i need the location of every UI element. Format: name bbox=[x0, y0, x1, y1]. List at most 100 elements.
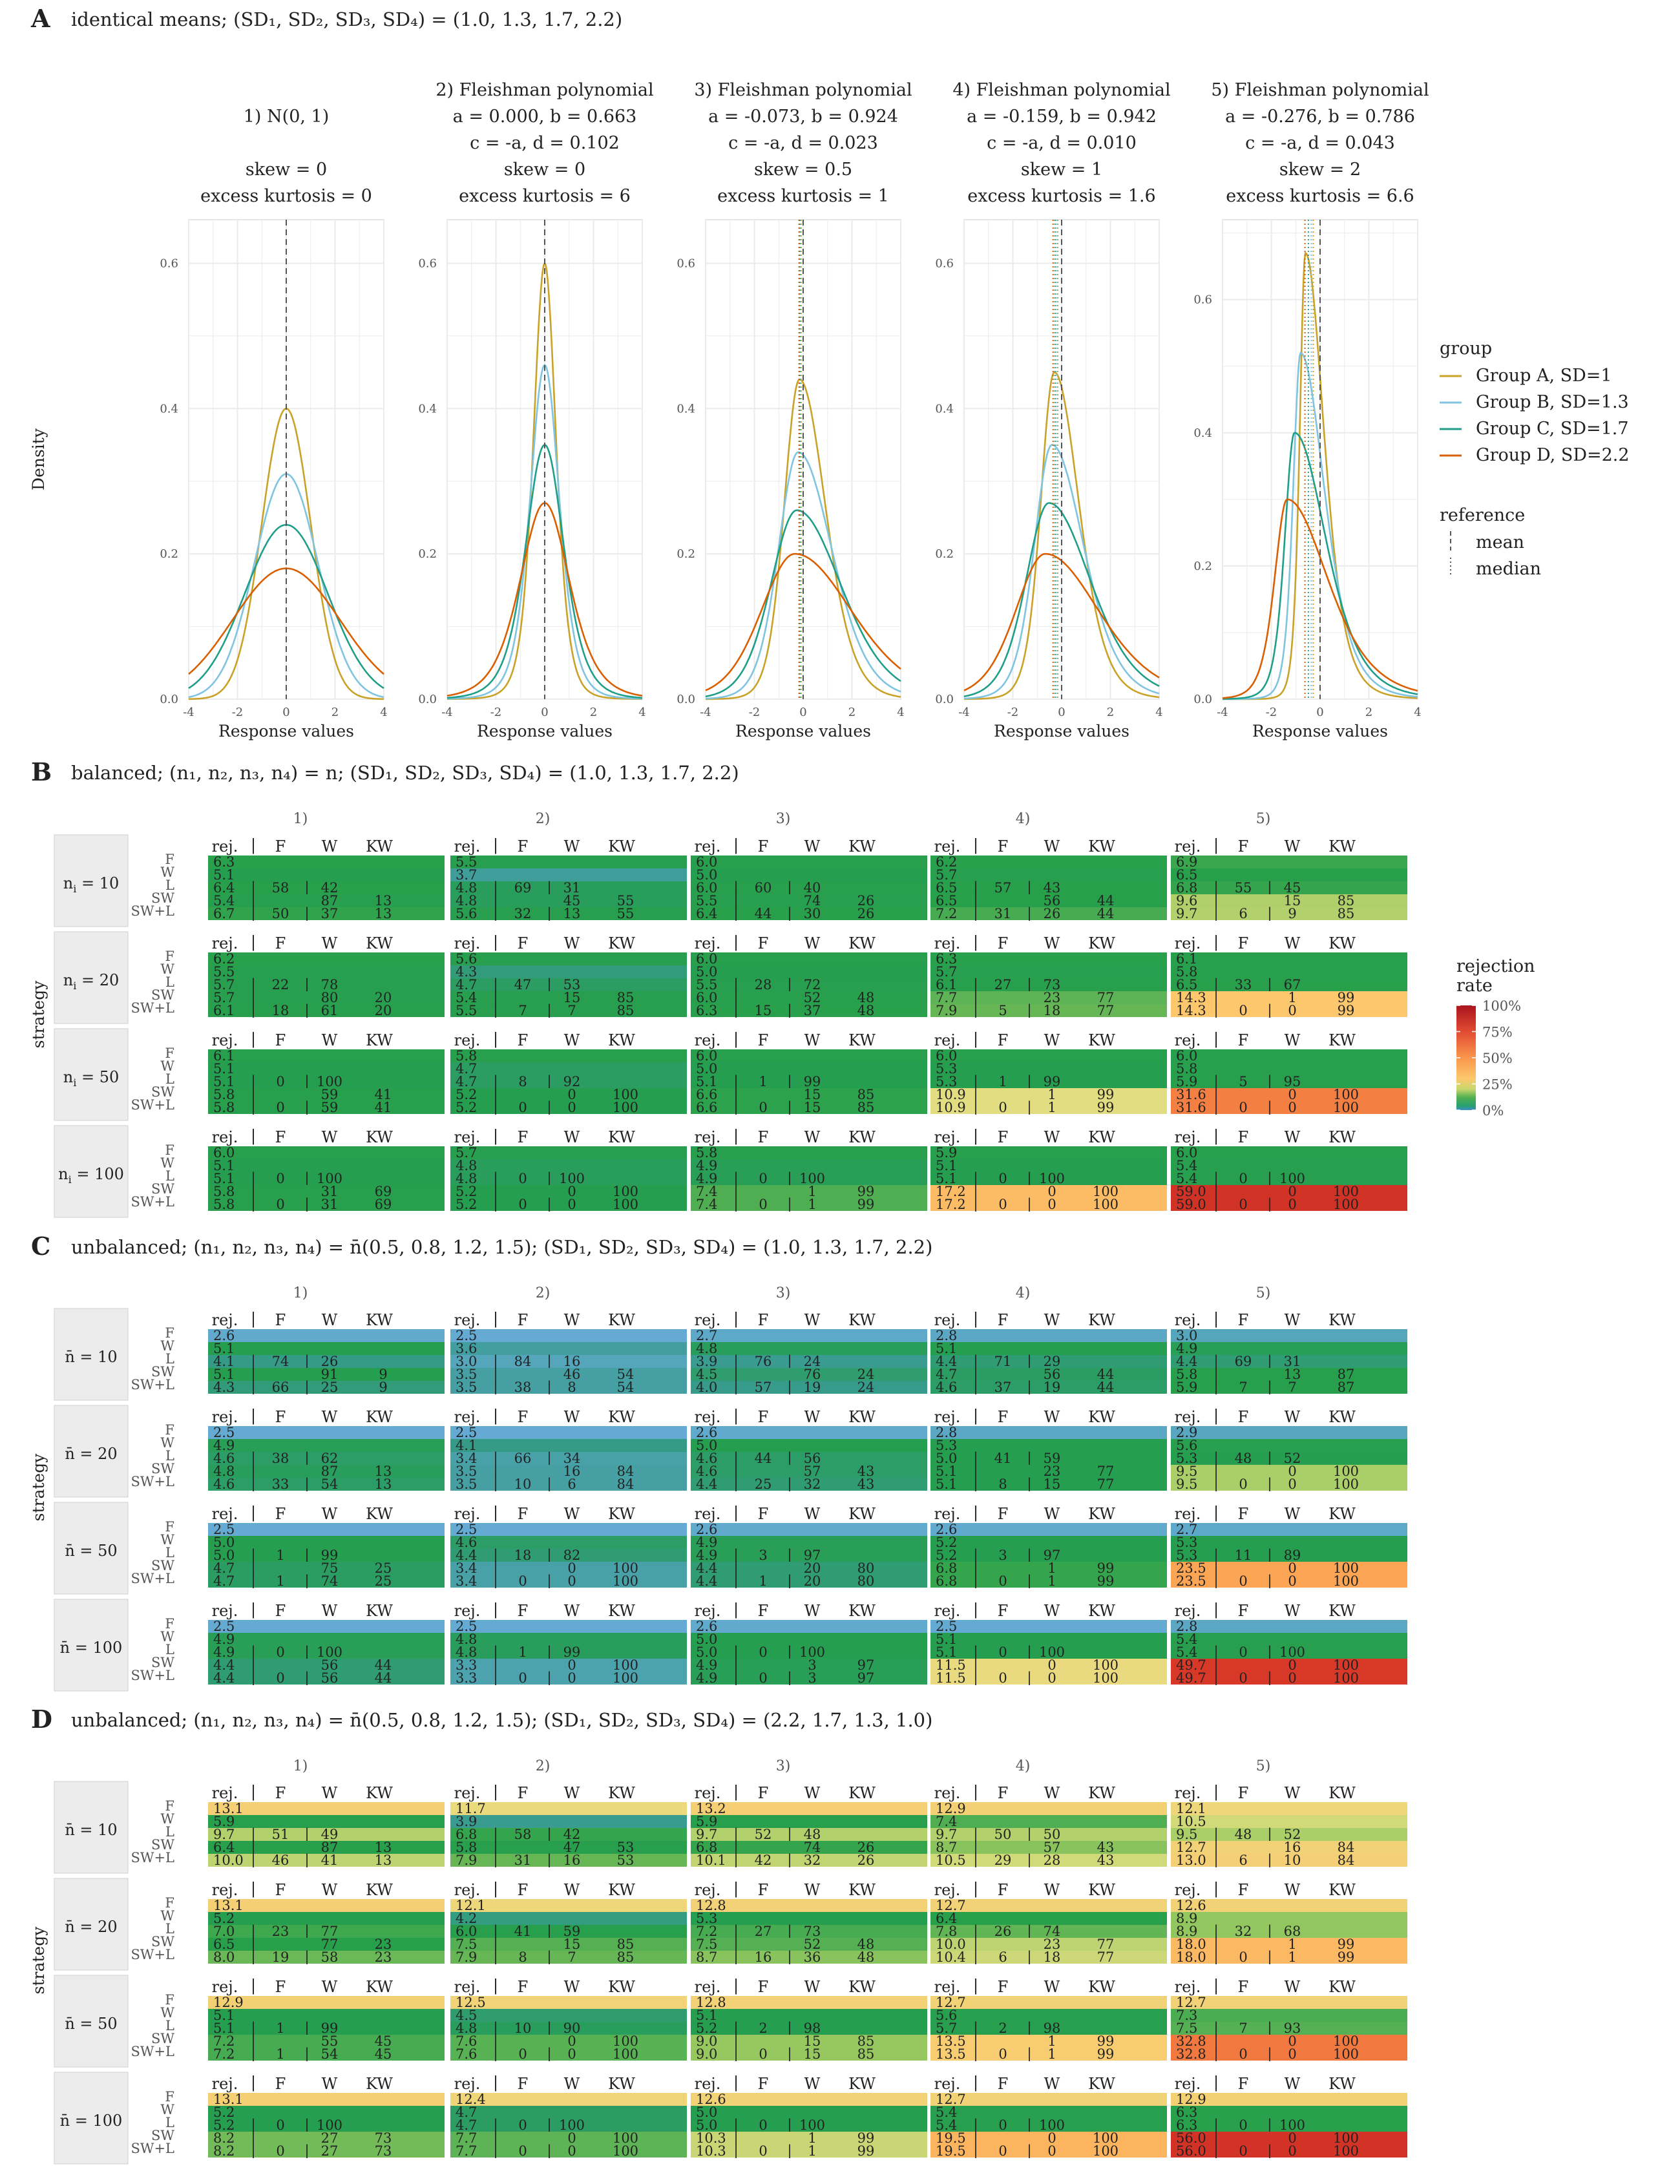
rejection-rate-cell bbox=[1171, 1062, 1407, 1075]
table-facet-3: rej. F W KW|2.74.83.9 | |76 244.5 | 76 244.0 | |57 1… bbox=[691, 1310, 927, 1395]
rejection-rate-value: 5.1 bbox=[936, 1632, 957, 1647]
cell-separator: | bbox=[1027, 1002, 1031, 1018]
rejection-rate-cell bbox=[930, 1198, 1167, 1211]
cell-separator: | bbox=[1213, 1170, 1218, 1186]
selection-percentage: 77 bbox=[1097, 1003, 1115, 1018]
rejection-rate-cell bbox=[1171, 1004, 1407, 1017]
selection-percentage: 69 bbox=[514, 880, 532, 896]
rejection-rate-value: 7.9 bbox=[456, 1853, 477, 1868]
rejection-rate-cell bbox=[450, 1452, 687, 1465]
rejection-rate-cell bbox=[450, 1912, 687, 1925]
selection-percentage: 59 bbox=[563, 1924, 581, 1939]
selection-percentage: 0 bbox=[759, 1644, 767, 1660]
strategy-row-label: SW bbox=[151, 890, 174, 906]
rejection-rate-cell bbox=[208, 868, 445, 881]
cell-separator: | bbox=[493, 1463, 498, 1479]
x-tick-label: 4 bbox=[897, 706, 904, 719]
rejection-rate-cell bbox=[1171, 991, 1407, 1004]
rejection-rate-value: 4.3 bbox=[213, 1380, 235, 1395]
cell-separator: | bbox=[1027, 879, 1031, 896]
rejection-rate-value: 8.7 bbox=[936, 1840, 957, 1855]
column-header: KW bbox=[1328, 1978, 1356, 1996]
selection-percentage: 0 bbox=[276, 2117, 284, 2133]
strategy-row-label: W bbox=[160, 1532, 174, 1548]
column-header: KW bbox=[1088, 1505, 1115, 1523]
selection-percentage: 58 bbox=[321, 1949, 339, 1965]
column-header: F bbox=[998, 1128, 1009, 1146]
strategy-row-label: SW bbox=[151, 1837, 174, 1853]
rejection-rate-cell bbox=[930, 1620, 1167, 1633]
rejection-rate-value: 4.6 bbox=[696, 1451, 717, 1466]
cell-separator: | bbox=[493, 1839, 498, 1855]
cell-separator: | bbox=[733, 1936, 738, 1952]
rejection-rate-cell bbox=[208, 1478, 445, 1491]
rejection-rate-value: 19.5 bbox=[936, 2143, 966, 2159]
header-separator: | bbox=[733, 1310, 739, 1328]
selection-percentage: 52 bbox=[1284, 1827, 1301, 1842]
selection-percentage: 30 bbox=[804, 906, 821, 921]
selection-percentage: 45 bbox=[375, 2046, 392, 2062]
column-header: F bbox=[275, 1505, 286, 1523]
cell-separator: | bbox=[787, 1379, 792, 1395]
rejection-rate-cell bbox=[1171, 1101, 1407, 1114]
rejection-rate-value: 12.1 bbox=[1176, 1801, 1206, 1816]
sample-size-strip bbox=[54, 834, 129, 927]
legend-group-title: group bbox=[1440, 339, 1492, 359]
rejection-rate-value: 5.8 bbox=[213, 1087, 235, 1102]
x-tick-label: 4 bbox=[638, 706, 646, 719]
cell-separator: | bbox=[787, 2117, 792, 2133]
cell-separator: | bbox=[251, 1196, 255, 1212]
rejection-rate-cell bbox=[1171, 894, 1407, 907]
rejection-rate-value: 4.5 bbox=[696, 1367, 717, 1382]
selection-percentage: 20 bbox=[375, 990, 392, 1005]
cell-separator: | bbox=[1213, 1450, 1218, 1466]
rejection-rate-cell bbox=[208, 1899, 445, 1912]
rejection-rate-cell bbox=[691, 881, 927, 894]
panel-b-letter: B bbox=[31, 757, 52, 786]
table-facet-label: 5) bbox=[1256, 1285, 1271, 1301]
selection-percentage: 59 bbox=[321, 1100, 339, 1115]
selection-percentage: 97 bbox=[857, 1657, 875, 1673]
selection-percentage: 0 bbox=[1288, 1464, 1296, 1479]
rejection-rate-value: 13.5 bbox=[936, 2046, 966, 2062]
rejection-rate-cell bbox=[691, 907, 927, 920]
strategy-row-label: SW bbox=[151, 1655, 174, 1670]
strategy-row-label: L bbox=[165, 1545, 174, 1560]
cell-separator: | bbox=[304, 1170, 309, 1186]
selection-percentage: 0 bbox=[1288, 1184, 1296, 1199]
cell-separator: | bbox=[973, 1170, 978, 1186]
cell-separator: | bbox=[1027, 1450, 1031, 1466]
column-header: F bbox=[758, 1505, 769, 1523]
selection-percentage: 53 bbox=[617, 1840, 635, 1855]
cell-separator: | bbox=[733, 1657, 738, 1673]
rejection-rate-cell bbox=[1171, 1996, 1407, 2009]
column-header: F bbox=[998, 1408, 1009, 1426]
cell-separator: | bbox=[1027, 1379, 1031, 1395]
column-header: rej. bbox=[695, 1311, 721, 1329]
rejection-rate-cell bbox=[1171, 1368, 1407, 1381]
cell-separator: | bbox=[973, 1379, 978, 1395]
column-header: KW bbox=[1088, 1311, 1115, 1329]
strategy-axis-label: strategy bbox=[29, 1453, 48, 1522]
selection-percentage: 6 bbox=[998, 1949, 1007, 1965]
rejection-rate-cell bbox=[450, 1465, 687, 1478]
selection-percentage: 52 bbox=[1284, 1451, 1301, 1466]
rejection-rate-value: 5.0 bbox=[696, 867, 717, 883]
column-header: W bbox=[1044, 2075, 1060, 2093]
cell-separator: | bbox=[1213, 1002, 1218, 1018]
selection-percentage: 0 bbox=[1239, 1644, 1247, 1660]
cell-separator: | bbox=[251, 1573, 255, 1589]
sample-size-label: n̄ = 20 bbox=[65, 1445, 117, 1463]
strategy-row-label: SW+L bbox=[131, 1097, 174, 1113]
rejection-rate-cell bbox=[691, 1536, 927, 1549]
x-tick-label: 2 bbox=[1365, 706, 1372, 719]
selection-percentage: 58 bbox=[514, 1827, 532, 1842]
column-header: W bbox=[1285, 1881, 1301, 1899]
sample-size-label: ni = 50 bbox=[63, 1068, 120, 1089]
sample-size-label: n̄ = 50 bbox=[65, 1542, 117, 1560]
column-header: F bbox=[275, 1881, 286, 1899]
